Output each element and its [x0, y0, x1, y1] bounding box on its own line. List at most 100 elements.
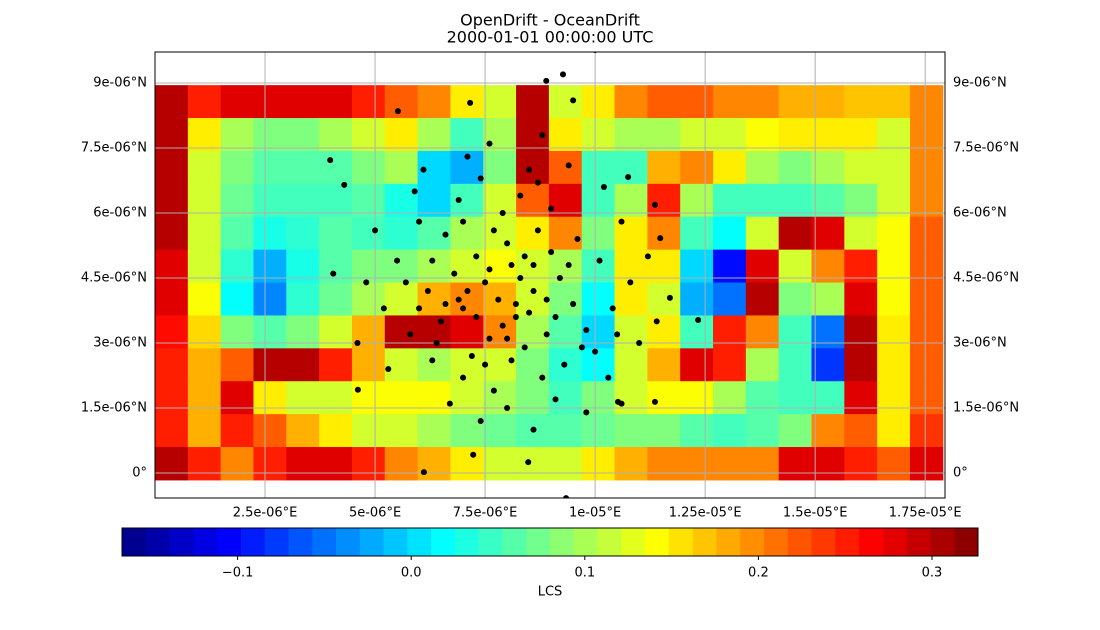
heat-cell: [220, 381, 254, 415]
heat-cell: [319, 447, 353, 481]
particle: [526, 166, 533, 173]
particle: [385, 365, 392, 372]
x-tick-label: 5e-06°E: [349, 506, 401, 521]
heat-cell: [384, 150, 419, 185]
heat-cell: [450, 183, 484, 218]
particle: [644, 253, 651, 260]
colorbar-swatch: [312, 528, 337, 556]
particle: [543, 296, 550, 303]
particle: [552, 396, 559, 403]
particle: [530, 426, 537, 433]
heat-cell: [745, 447, 780, 481]
heat-cell: [581, 216, 616, 251]
particle: [411, 188, 418, 195]
heat-cell: [187, 414, 222, 448]
particle: [455, 296, 462, 303]
heat-cell: [745, 348, 780, 382]
heat-cell: [187, 249, 222, 284]
heat-cell: [516, 447, 550, 481]
heat-cell: [253, 216, 287, 251]
heat-cell: [384, 315, 419, 349]
heat-cell: [778, 150, 812, 185]
particle: [552, 313, 559, 320]
heat-cell: [680, 85, 714, 119]
heat-cell: [417, 348, 451, 382]
heat-cell: [713, 183, 747, 218]
particle: [486, 140, 493, 147]
heat-cell: [581, 183, 616, 218]
heat-cell: [286, 414, 320, 448]
heat-cell: [450, 348, 484, 382]
heat-cell: [187, 447, 222, 481]
heat-cell: [844, 85, 878, 119]
grid: [155, 52, 945, 498]
particle: [556, 274, 563, 281]
particle: [327, 157, 334, 164]
heat-cell: [647, 183, 681, 218]
particle: [486, 266, 493, 273]
heat-cell: [713, 348, 747, 382]
particle: [530, 261, 537, 268]
heat-cell: [516, 150, 550, 185]
particle: [512, 313, 519, 320]
heat-cell: [548, 315, 583, 349]
heat-cell: [745, 414, 780, 448]
heat-cell: [253, 348, 287, 382]
heat-cell: [384, 118, 419, 152]
colorbar-tick-label: 0.1: [574, 566, 595, 581]
heat-cell: [811, 414, 845, 448]
heat-cell: [877, 315, 911, 349]
colorbar-swatch: [478, 528, 503, 556]
heat-cell: [286, 216, 320, 251]
heat-cell: [417, 381, 451, 415]
heat-cell: [647, 85, 681, 119]
heat-cell: [811, 381, 845, 415]
heat-cell: [614, 183, 648, 218]
particle: [464, 287, 471, 294]
heat-cell: [548, 414, 583, 448]
chart-title: OpenDrift - OceanDrift: [460, 11, 640, 30]
particle: [438, 318, 445, 325]
heat-cell: [220, 447, 254, 481]
y-tick-label-right: 0°: [953, 465, 968, 480]
colorbar-swatch: [264, 528, 289, 556]
heat-cell: [351, 183, 386, 218]
colorbar-swatch: [668, 528, 694, 556]
particle: [525, 459, 532, 466]
heat-cell: [483, 216, 517, 251]
heat-cell: [220, 348, 254, 382]
particle: [341, 181, 348, 188]
heat-cell: [909, 216, 944, 251]
heatmap: [155, 85, 944, 481]
particle: [473, 253, 480, 260]
particle: [578, 344, 585, 351]
particle: [636, 339, 643, 346]
particle: [570, 97, 577, 104]
heat-cell: [647, 348, 681, 382]
heat-cell: [548, 118, 583, 152]
heat-cell: [450, 85, 484, 119]
heat-cell: [745, 183, 780, 218]
heat-cell: [909, 414, 944, 448]
colorbar-swatch: [835, 528, 860, 556]
plot-frame: [154, 51, 946, 499]
colorbar-swatch: [431, 528, 456, 556]
particle: [695, 317, 702, 324]
heat-cell: [450, 447, 484, 481]
heat-cell: [351, 414, 386, 448]
particle: [539, 131, 546, 138]
heat-cell: [811, 118, 845, 152]
heat-cell: [450, 381, 484, 415]
particle: [446, 400, 453, 407]
particle: [534, 179, 541, 186]
heat-cell: [187, 183, 222, 218]
heat-cell: [909, 315, 944, 349]
particle: [486, 335, 493, 342]
heat-cell: [778, 381, 812, 415]
heat-cell: [844, 348, 878, 382]
heat-cell: [778, 282, 812, 316]
particle: [467, 99, 474, 106]
particle: [596, 257, 603, 264]
heat-cell: [745, 118, 780, 152]
